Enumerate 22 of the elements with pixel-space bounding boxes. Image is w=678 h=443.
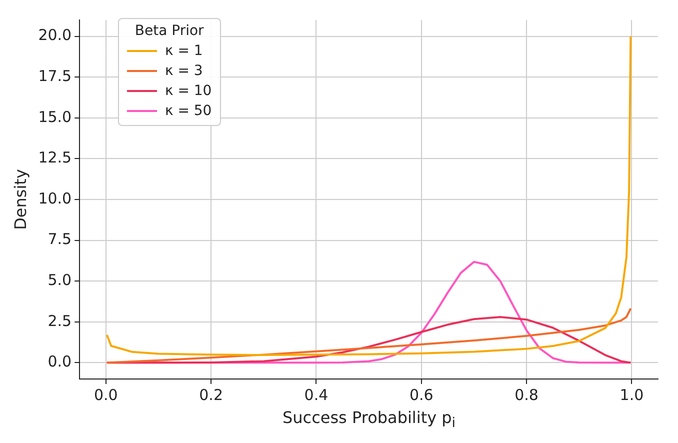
x-tick-label: 0.2	[199, 386, 223, 404]
y-tick-label: 12.5	[38, 148, 72, 167]
x-tick-label: 0.4	[304, 386, 328, 404]
y-tick-label: 0.0	[48, 352, 72, 371]
y-tick-label: 17.5	[38, 67, 72, 86]
legend-label: κ = 50	[165, 102, 212, 121]
x-tick-label: 0.8	[514, 386, 538, 404]
y-tick-label: 10.0	[38, 189, 72, 208]
legend-title: Beta Prior	[134, 23, 205, 39]
legend-label: κ = 1	[165, 42, 203, 61]
y-tick-label: 5.0	[48, 270, 72, 289]
y-tick-label: 20.0	[38, 26, 72, 44]
y-tick-label: 15.0	[38, 108, 72, 126]
x-axis-title: Success Probability p$_{i}$	[281, 408, 456, 432]
y-axis-title: Density	[10, 169, 30, 230]
x-tick-label: 0.0	[94, 386, 118, 404]
x-tick-label: 1.0	[620, 386, 644, 404]
x-tick-label: 0.6	[409, 386, 434, 404]
y-tick-label: 7.5	[48, 230, 72, 248]
y-tick-label: 2.5	[48, 312, 72, 330]
legend-label: κ = 3	[165, 62, 203, 81]
legend-label: κ = 10	[165, 82, 212, 101]
